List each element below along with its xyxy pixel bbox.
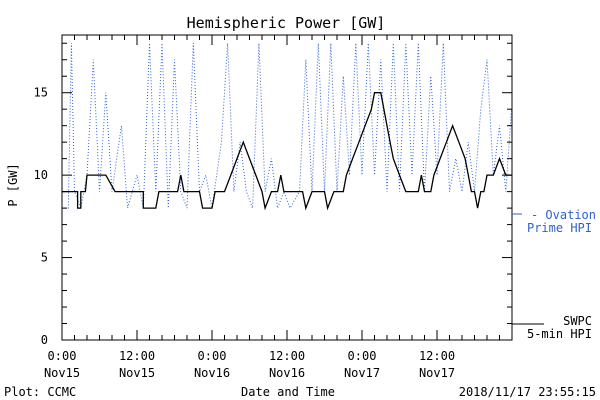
legend-swpc-label-1: SWPC: [563, 314, 592, 328]
y-axis: 0 5 10 15: [34, 42, 512, 347]
y-tick-label: 0: [41, 333, 48, 347]
legend-ovation-label-2: Prime HPI: [527, 221, 592, 235]
legend-ovation-label-1: - Ovation: [531, 208, 596, 222]
x-axis-label: Date and Time: [241, 385, 335, 399]
x-tick-label-time: 0:00: [198, 349, 227, 363]
x-axis: 0:00 Nov15 12:00 Nov15 0:00 Nov16 12:00 Nov16 0:…: [44, 35, 513, 380]
series-ovation-line: [62, 43, 512, 210]
series-layer: [62, 43, 512, 211]
x-tick-label-date: Nov17: [344, 366, 380, 380]
legend-ovation-prime-hpi: - Ovation Prime HPI: [512, 208, 596, 235]
legend-swpc-5min-hpi: SWPC 5-min HPI: [512, 314, 592, 341]
x-tick-label-date: Nov16: [194, 366, 230, 380]
y-axis-label: P [GW]: [6, 163, 20, 206]
y-tick-label: 10: [34, 168, 48, 182]
footer-right: 2018/11/17 23:55:15: [459, 385, 596, 399]
x-tick-label-date: Nov16: [269, 366, 305, 380]
y-tick-label: 15: [34, 86, 48, 100]
y-tick-label: 5: [41, 251, 48, 265]
x-tick-label-time: 0:00: [48, 349, 77, 363]
x-tick-label-time: 12:00: [119, 349, 155, 363]
legend-swpc-label-2: 5-min HPI: [527, 327, 592, 341]
x-tick-label-time: 12:00: [419, 349, 455, 363]
x-tick-label-date: Nov15: [44, 366, 80, 380]
x-tick-label-date: Nov17: [419, 366, 455, 380]
series-swpc-line: [62, 92, 512, 211]
chart-title: Hemispheric Power [GW]: [187, 14, 386, 32]
x-tick-label-date: Nov15: [119, 366, 155, 380]
footer-left: Plot: CCMC: [4, 385, 76, 399]
x-tick-label-time: 12:00: [269, 349, 305, 363]
x-tick-label-time: 0:00: [348, 349, 377, 363]
